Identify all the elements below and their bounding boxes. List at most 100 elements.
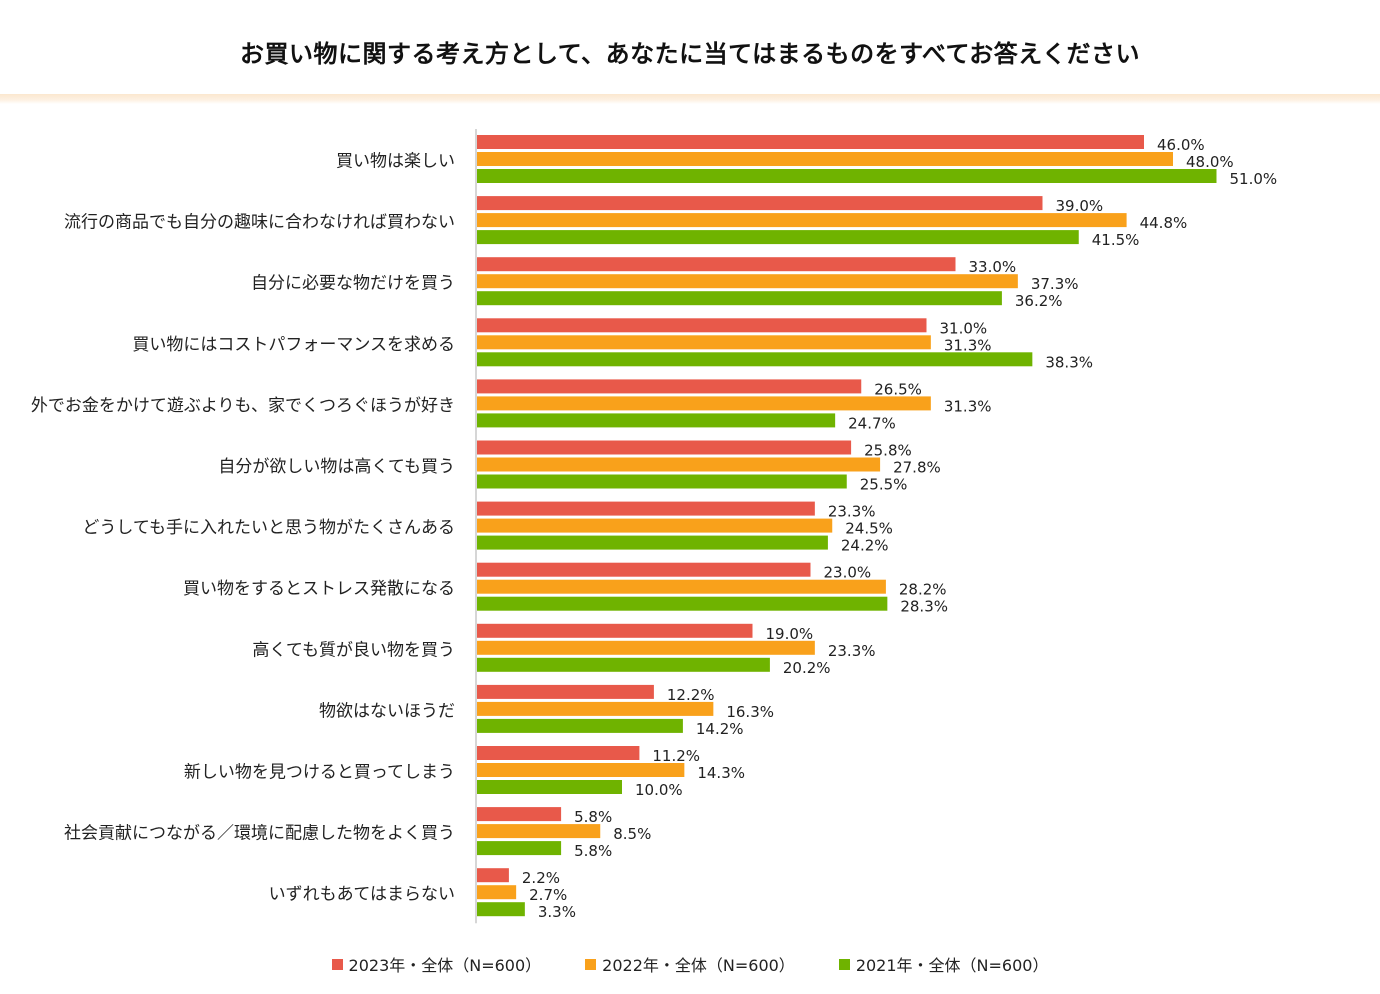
legend-swatch-2022 [585,958,597,970]
bar-series-2 [477,474,847,489]
data-label: 24.2% [841,537,889,555]
data-label: 39.0% [1056,197,1104,215]
bar-series-1 [477,579,886,594]
data-label: 51.0% [1230,170,1278,188]
legend-swatch-2021 [838,958,850,970]
bar-series-0 [477,868,509,883]
data-label: 38.3% [1045,353,1093,371]
bar-series-1 [477,152,1173,166]
data-label: 48.0% [1186,153,1234,171]
bar-series-0 [477,807,562,822]
data-label: 41.5% [1092,231,1140,249]
data-label: 25.5% [860,476,908,494]
category-label: 外でお金をかけて遊ぶよりも、家でくつろぐほうが好き [31,396,455,416]
data-label: 36.2% [1015,292,1063,310]
bar-series-2 [477,718,683,733]
data-label: 5.8% [574,842,612,860]
bar-series-0 [477,440,852,455]
data-label: 5.8% [574,808,612,826]
data-label: 46.0% [1157,136,1205,154]
bar-series-0 [477,257,956,272]
data-label: 28.3% [900,598,948,616]
data-label: 26.5% [874,380,922,398]
data-label: 12.2% [667,686,715,704]
category-label: 高くても質が良い物を買う [252,640,455,660]
category-label: 買い物は楽しい [336,152,455,172]
data-label: 3.3% [538,903,576,921]
category-label: 買い物をするとストレス発散になる [183,579,455,599]
legend-label-2021: 2021年・全体（N=600） [855,956,1049,975]
bar-series-1 [477,335,931,350]
bar-series-2 [477,596,888,611]
legend-item-2023: 2023年・全体（N=600） [331,952,542,976]
header-area [0,0,1380,100]
category-label: 物欲はないほうだ [319,701,455,721]
data-label: 19.0% [766,625,814,643]
data-label: 28.2% [899,581,947,599]
data-label: 31.3% [944,336,992,354]
data-label: 27.8% [893,459,941,477]
data-label: 2.7% [529,886,567,904]
bar-series-2 [477,413,836,428]
bar-series-2 [477,230,1079,245]
bar-series-1 [477,396,931,411]
bar-series-0 [477,562,811,577]
legend-label-2022: 2022年・全体（N=600） [602,956,795,975]
category-label: いずれもあてはまらない [269,885,455,905]
bar-series-0 [477,501,815,516]
bar-series-0 [477,135,1144,149]
data-label: 24.5% [845,520,893,538]
chart-title: お買い物に関する考え方として、あなたに当てはまるものをすべてお答えください [239,40,1141,68]
bar-series-2 [477,169,1217,183]
category-label: 社会貢献につながる／環境に配慮した物をよく買う [64,824,455,844]
data-label: 11.2% [652,747,700,765]
bar-series-2 [477,535,828,550]
bar-series-2 [477,902,525,917]
data-label: 25.8% [864,442,912,460]
header-divider [0,94,1380,104]
data-label: 8.5% [613,825,651,843]
data-label: 16.3% [726,703,774,721]
data-label: 37.3% [1031,275,1079,293]
category-label: 自分が欲しい物は高くても買う [218,457,455,477]
bar-series-1 [477,763,685,777]
data-label: 44.8% [1140,214,1188,232]
data-label: 23.0% [824,564,872,582]
data-label: 31.0% [940,319,988,337]
bar-series-2 [477,780,622,794]
bar-series-2 [477,291,1002,306]
bar-series-1 [477,640,815,655]
bar-series-1 [477,701,714,716]
chart-legend: 2023年・全体（N=600） 2022年・全体（N=600） 2021年・全体… [0,952,1380,976]
legend-item-2021: 2021年・全体（N=600） [838,952,1049,976]
category-label: 新しい物を見つけると買ってしまう [184,763,455,783]
category-label: 自分に必要な物だけを買う [251,274,455,294]
data-label: 14.3% [697,764,745,782]
bar-series-0 [477,196,1043,211]
bar-series-1 [477,213,1127,228]
bar-series-2 [477,657,770,672]
bar-series-1 [477,885,517,900]
data-label: 2.2% [522,869,560,887]
bar-series-1 [477,457,881,472]
bar-series-2 [477,841,562,856]
data-label: 23.3% [828,503,876,521]
data-label: 31.3% [944,397,992,415]
bar-series-0 [477,746,640,760]
legend-item-2022: 2022年・全体（N=600） [585,952,795,976]
legend-label-2023: 2023年・全体（N=600） [348,956,542,975]
legend-swatch-2023 [331,958,343,970]
data-label: 33.0% [969,258,1017,276]
bar-series-0 [477,379,862,394]
data-label: 10.0% [635,781,683,799]
bar-series-1 [477,824,601,839]
bar-series-0 [477,623,753,638]
data-label: 14.2% [696,720,744,738]
bar-series-2 [477,352,1033,367]
data-label: 24.7% [848,414,896,432]
category-label: 流行の商品でも自分の趣味に合わなければ買わない [64,213,455,233]
category-label: どうしても手に入れたいと思う物がたくさんある [82,518,455,538]
data-label: 23.3% [828,642,876,660]
data-label: 20.2% [783,659,831,677]
